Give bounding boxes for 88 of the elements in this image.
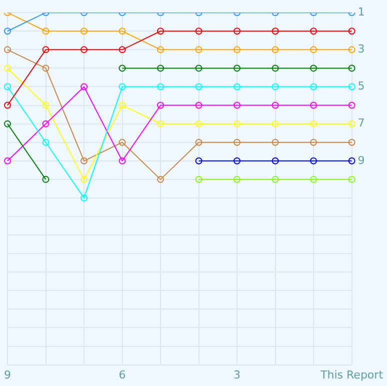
x-tick-label: 3 bbox=[234, 368, 241, 382]
point bbox=[310, 157, 318, 164]
point bbox=[272, 28, 279, 35]
point bbox=[118, 157, 126, 164]
point bbox=[118, 64, 126, 72]
x-tick-label: 6 bbox=[118, 368, 126, 382]
point bbox=[234, 102, 241, 109]
point bbox=[348, 83, 356, 90]
point bbox=[272, 64, 279, 72]
point bbox=[42, 28, 50, 35]
point bbox=[157, 102, 164, 109]
point bbox=[234, 138, 241, 146]
y-tick-label: 3 bbox=[358, 42, 365, 56]
point bbox=[310, 120, 318, 128]
point bbox=[42, 176, 50, 183]
point bbox=[42, 138, 50, 146]
point bbox=[118, 28, 126, 35]
point bbox=[195, 176, 202, 183]
point bbox=[310, 46, 318, 54]
point bbox=[310, 138, 318, 146]
point bbox=[195, 157, 202, 164]
point bbox=[310, 28, 318, 35]
point bbox=[348, 102, 356, 109]
point bbox=[272, 138, 279, 146]
point bbox=[118, 83, 126, 90]
point bbox=[234, 64, 241, 72]
point bbox=[42, 102, 50, 109]
point bbox=[80, 157, 88, 164]
point bbox=[272, 157, 279, 164]
point bbox=[157, 46, 164, 54]
point bbox=[234, 176, 241, 183]
point bbox=[234, 28, 241, 35]
point bbox=[4, 64, 11, 72]
point bbox=[195, 46, 202, 54]
point bbox=[4, 28, 11, 35]
y-tick-label: 5 bbox=[358, 80, 365, 93]
point bbox=[195, 83, 202, 90]
point bbox=[310, 176, 318, 183]
point bbox=[234, 83, 241, 90]
point bbox=[195, 138, 202, 146]
point bbox=[4, 83, 11, 90]
point bbox=[272, 120, 279, 128]
point bbox=[80, 28, 88, 35]
point bbox=[80, 83, 88, 90]
point bbox=[348, 176, 356, 183]
point bbox=[80, 176, 88, 183]
point bbox=[272, 102, 279, 109]
point bbox=[348, 138, 356, 146]
point bbox=[195, 102, 202, 109]
point bbox=[348, 120, 356, 128]
point bbox=[348, 64, 356, 72]
point bbox=[157, 83, 164, 90]
point bbox=[4, 102, 11, 109]
point bbox=[348, 46, 356, 54]
point bbox=[272, 83, 279, 90]
point bbox=[42, 64, 50, 72]
point bbox=[310, 102, 318, 109]
point bbox=[157, 176, 164, 183]
point bbox=[348, 28, 356, 35]
x-tick-label: 9 bbox=[4, 368, 11, 382]
point bbox=[157, 28, 164, 35]
point bbox=[310, 83, 318, 90]
point bbox=[80, 46, 88, 54]
point bbox=[4, 120, 11, 128]
point bbox=[42, 46, 50, 54]
point bbox=[310, 64, 318, 72]
x-tick-label: This Report bbox=[320, 368, 384, 382]
point bbox=[80, 194, 88, 202]
point bbox=[234, 157, 241, 164]
point bbox=[118, 102, 126, 109]
point bbox=[195, 28, 202, 35]
point bbox=[272, 176, 279, 183]
y-tick-label: 9 bbox=[358, 154, 365, 167]
point bbox=[157, 120, 164, 128]
point bbox=[234, 120, 241, 128]
point bbox=[195, 120, 202, 128]
point bbox=[4, 46, 11, 54]
point bbox=[157, 64, 164, 72]
point bbox=[4, 157, 11, 164]
point bbox=[348, 157, 356, 164]
point bbox=[234, 46, 241, 54]
point bbox=[272, 46, 279, 54]
point bbox=[42, 120, 50, 128]
y-tick-label: 1 bbox=[358, 5, 365, 18]
point bbox=[118, 138, 126, 146]
point bbox=[118, 46, 126, 54]
point bbox=[195, 64, 202, 72]
y-tick-label: 7 bbox=[358, 116, 365, 130]
